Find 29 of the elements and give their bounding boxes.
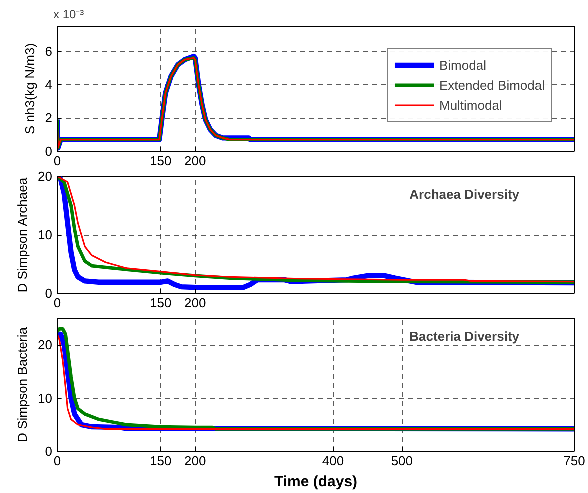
legend-label: Extended Bimodal (439, 78, 545, 92)
x-tick-label: 150 (150, 154, 172, 168)
x-tick-label: 200 (184, 154, 206, 168)
annotation: Archaea Diversity (410, 187, 520, 202)
x-tick-label: 150 (150, 296, 172, 310)
y-axis-title: D Simpson Archaea (15, 177, 30, 293)
x-tick-label: 200 (184, 454, 206, 468)
y-axis-title: D Simpson Bacteria (15, 326, 30, 442)
y-tick-label: 0 (45, 144, 53, 159)
y-tick-label: 0 (45, 444, 53, 459)
annotation: Bacteria Diversity (410, 329, 520, 344)
x-tick-label: 750 (564, 454, 586, 468)
x-tick-label: 150 (150, 454, 172, 468)
y-tick-label: 4 (45, 77, 53, 92)
y-tick-label: 10 (38, 228, 53, 242)
legend-label: Multimodal (439, 98, 502, 112)
y-tick-label: 10 (38, 390, 53, 406)
y-tick-label: 20 (38, 338, 53, 353)
x-tick-label: 400 (322, 454, 344, 468)
y-tick-label: 0 (45, 286, 53, 301)
y-axis-title: S nh3(kg N/m3) (22, 43, 38, 135)
x-tick-label: 200 (184, 296, 206, 310)
y-tick-label: 2 (45, 110, 53, 126)
x-tick-label: 500 (391, 454, 414, 468)
text: x 10⁻³ (54, 8, 84, 22)
y-tick-label: 6 (45, 44, 53, 59)
x-axis-title: Time (days) (274, 474, 358, 490)
legend-label: Bimodal (439, 58, 486, 72)
y-tick-label: 20 (38, 169, 53, 184)
